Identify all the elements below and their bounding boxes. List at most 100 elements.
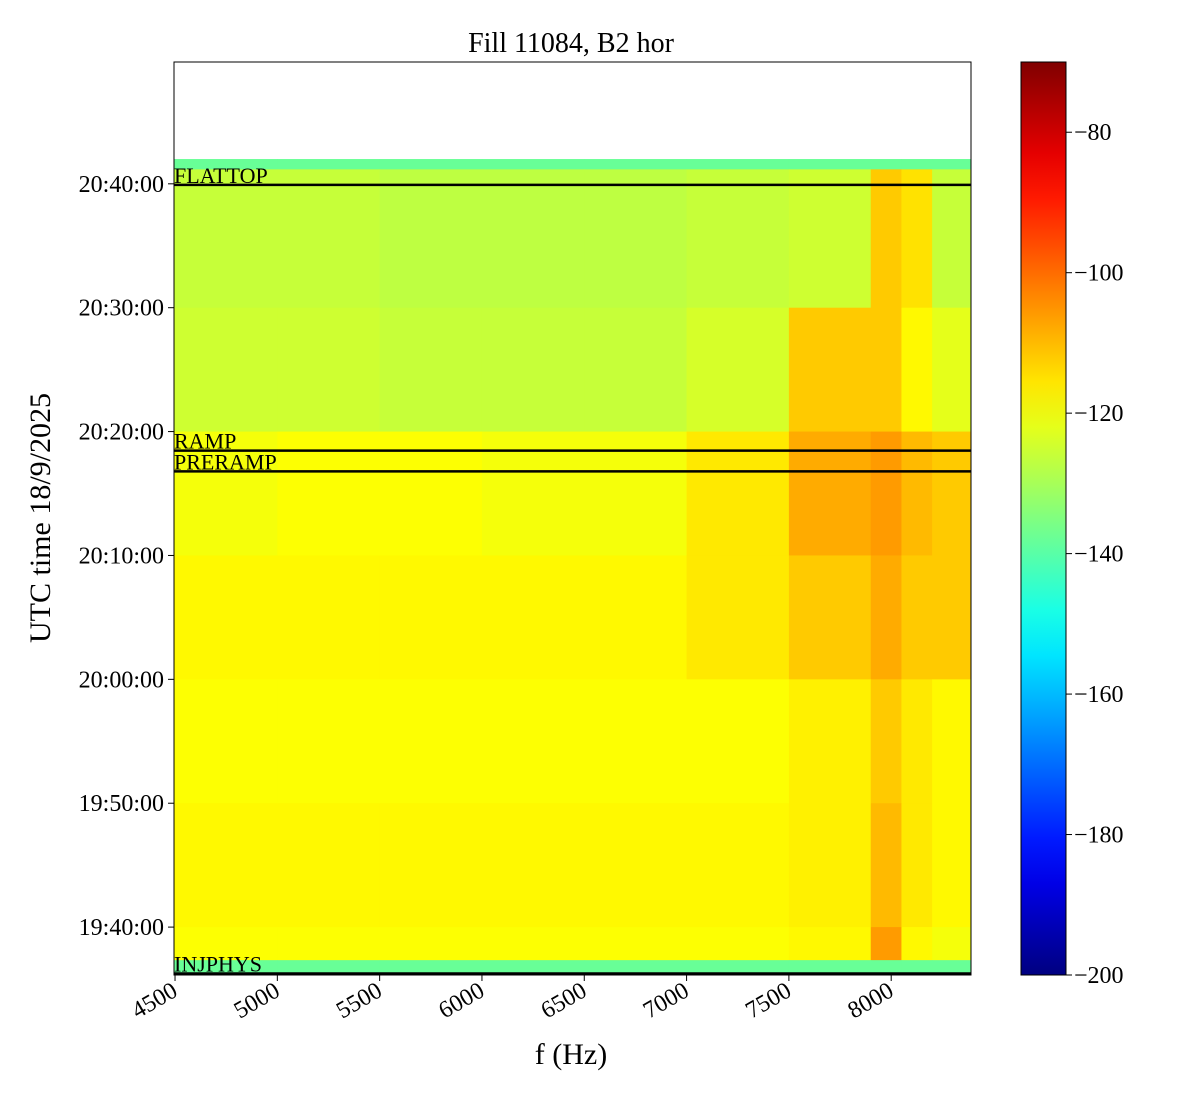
heatmap-cell [277,927,381,961]
heatmap-cell [686,803,790,928]
y-tick-label: 20:30:00 [79,296,164,322]
heatmap-cell [174,159,278,170]
heatmap-cell [174,803,278,928]
event-label: PRERAMP [174,449,277,474]
heatmap-cell [174,679,278,804]
heatmap-cell [277,679,381,804]
heatmap-cell [901,803,933,928]
heatmap-cell [870,307,902,433]
colorbar-tick-label: −180 [1074,823,1124,849]
heatmap-cell [870,555,902,680]
heatmap-cell [870,169,902,309]
heatmap-cell [584,169,688,309]
y-tick-label: 20:10:00 [79,543,164,569]
heatmap-cell [584,555,688,680]
heatmap-cell [932,555,972,680]
heatmap-cell [932,169,972,309]
heatmap-cell [481,159,585,170]
heatmap-cell [686,679,790,804]
y-tick-label: 20:00:00 [79,667,164,693]
event-label: INJPHYS [174,952,262,977]
heatmap-cell [277,555,381,680]
x-tick-label: 6500 [537,978,592,1025]
x-tick-label: 7000 [639,978,694,1025]
heatmap-cell [901,555,933,680]
x-axis-label: f (Hz) [535,1038,607,1071]
heatmap-cell [379,169,483,309]
heatmap-cell [870,803,902,928]
x-tick-label: 5500 [332,978,387,1025]
heatmap-cell [932,960,972,976]
heatmap-cell [584,159,688,170]
heatmap-cell [788,169,872,309]
heatmap-cell [788,927,872,961]
heatmap-cell [481,679,585,804]
colorbar [1020,61,1067,976]
y-tick-label: 20:20:00 [79,420,164,446]
heatmap-cell [686,960,790,976]
heatmap-cell [686,555,790,680]
heatmap-cell [788,679,872,804]
heatmap-cell [174,927,278,961]
heatmap-cell [481,803,585,928]
x-tick-label: 8000 [844,978,899,1025]
heatmap-cell [932,431,972,556]
heatmap-cell [686,431,790,556]
heatmap-cell [788,803,872,928]
heatmap-cell [584,307,688,433]
heatmap-cell [932,803,972,928]
heatmap-cell [788,431,872,556]
heatmap-cell [174,169,278,309]
heatmap-cell [584,960,688,976]
heatmap-cell [788,159,872,170]
heatmap-cell [686,169,790,309]
heatmap-cell [901,960,933,976]
x-tick-label: 4500 [127,978,182,1025]
heatmap-cell [174,307,278,433]
heatmap-cell [481,431,585,556]
heatmap-cell [901,159,933,170]
heatmap-cell [686,307,790,433]
heatmap-cell [870,159,902,170]
plot-frame [173,61,972,976]
heatmap-cell [788,307,872,433]
heatmap-cell [901,169,933,309]
heatmap-cell [174,555,278,680]
chart-title: Fill 11084, B2 hor [468,28,675,59]
heatmap-cell [901,431,933,556]
heatmap-cell [379,927,483,961]
y-tick-label: 19:40:00 [79,915,164,941]
heatmap-cell [932,927,972,961]
colorbar-tick-label: −160 [1074,682,1124,708]
heatmap-cell [277,803,381,928]
heatmap-cell [379,803,483,928]
heatmap-cell [870,679,902,804]
heatmap-cell [901,927,933,961]
y-axis-label: UTC time 18/9/2025 [24,393,57,643]
event-label: FLATTOP [174,163,268,188]
heatmap-cell [277,960,381,976]
heatmap-cell [932,159,972,170]
heatmap-cell [584,927,688,961]
y-tick-label: 20:40:00 [79,172,164,198]
heatmap-cell [870,960,902,976]
event-label: RAMP [174,429,236,454]
heatmap-cell [379,960,483,976]
colorbar-tick-label: −100 [1074,261,1124,287]
colorbar-tick-label: −120 [1074,401,1124,427]
heatmap-cell [788,555,872,680]
heatmap-cell [686,159,790,170]
heatmap-cell [174,960,278,976]
colorbar-tick-label: −140 [1074,542,1124,568]
heatmap-cell [379,159,483,170]
heatmap-cell [379,307,483,433]
heatmap-cell [481,307,585,433]
heatmap-cell [870,431,902,556]
heatmap-cell [481,960,585,976]
heatmap-cell [277,307,381,433]
x-tick-label: 5000 [230,978,285,1025]
heatmap-cell [686,927,790,961]
heatmap-cell [901,679,933,804]
heatmap-cell [870,927,902,961]
heatmap-cell [481,555,585,680]
